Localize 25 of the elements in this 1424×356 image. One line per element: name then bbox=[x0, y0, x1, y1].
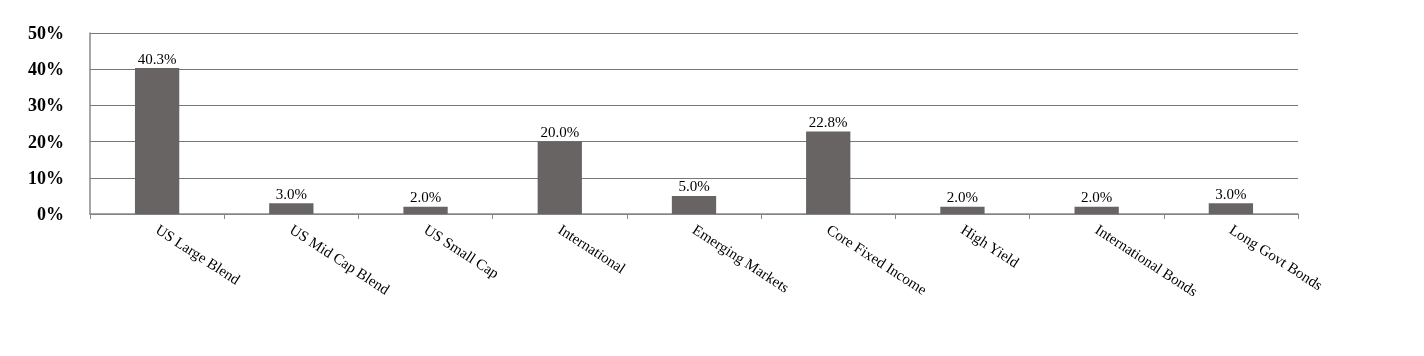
data-label: 5.0% bbox=[678, 178, 710, 195]
bar bbox=[940, 206, 985, 214]
data-label: 3.0% bbox=[275, 185, 307, 202]
bar bbox=[269, 203, 314, 214]
bar bbox=[671, 195, 717, 214]
x-tick-label: US Small Cap bbox=[421, 221, 502, 282]
data-label: 2.0% bbox=[409, 189, 442, 206]
y-tick-label: 40% bbox=[28, 59, 64, 80]
data-label: 20.0% bbox=[540, 124, 580, 141]
data-label: 22.8% bbox=[808, 113, 848, 130]
y-tick-label: 10% bbox=[28, 167, 64, 188]
y-tick-label: 50% bbox=[28, 23, 64, 43]
y-tick-label: 0% bbox=[37, 204, 64, 224]
bar bbox=[1208, 203, 1254, 214]
bar bbox=[1074, 206, 1119, 214]
data-label: 40.3% bbox=[137, 50, 177, 67]
data-label: 2.0% bbox=[946, 189, 979, 206]
bar bbox=[537, 141, 582, 214]
bar bbox=[403, 206, 448, 214]
data-label: 3.0% bbox=[1215, 185, 1247, 202]
bar bbox=[806, 131, 851, 214]
data-label: 2.0% bbox=[1081, 189, 1113, 206]
y-tick-label: 20% bbox=[28, 131, 64, 152]
bar bbox=[134, 68, 180, 214]
y-tick-label: 30% bbox=[28, 95, 64, 116]
